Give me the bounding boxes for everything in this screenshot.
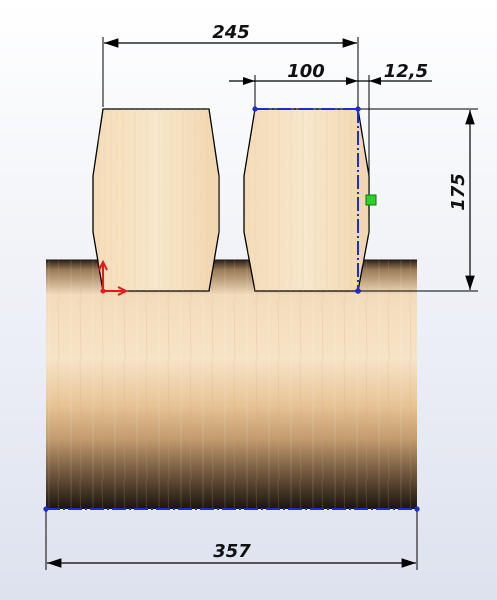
relation-handle-icon[interactable] [365, 194, 377, 206]
sketch-point[interactable] [355, 106, 361, 112]
dimension-label: 357 [213, 541, 251, 562]
dimension-label: 100 [287, 61, 325, 82]
dimension-175[interactable]: 175 [360, 108, 478, 292]
dimension-245[interactable]: 245 [102, 22, 359, 107]
right-wood-block[interactable] [243, 106, 370, 294]
dimension-label: 12,5 [384, 61, 428, 82]
dimension-12-5[interactable]: 12,5 [358, 61, 432, 176]
origin-axis-icon [98, 259, 129, 296]
sketch-point[interactable] [414, 506, 420, 512]
sketch-point[interactable] [252, 106, 258, 112]
dimension-357[interactable]: 357 [45, 511, 418, 570]
dimension-label: 245 [212, 22, 250, 43]
dimension-label: 175 [448, 173, 469, 211]
sketch-point[interactable] [43, 506, 49, 512]
base-cylinder[interactable] [46, 259, 417, 509]
left-wood-block[interactable] [92, 108, 220, 292]
sketch-point[interactable] [355, 288, 361, 294]
dimension-100[interactable]: 100 [229, 61, 358, 107]
